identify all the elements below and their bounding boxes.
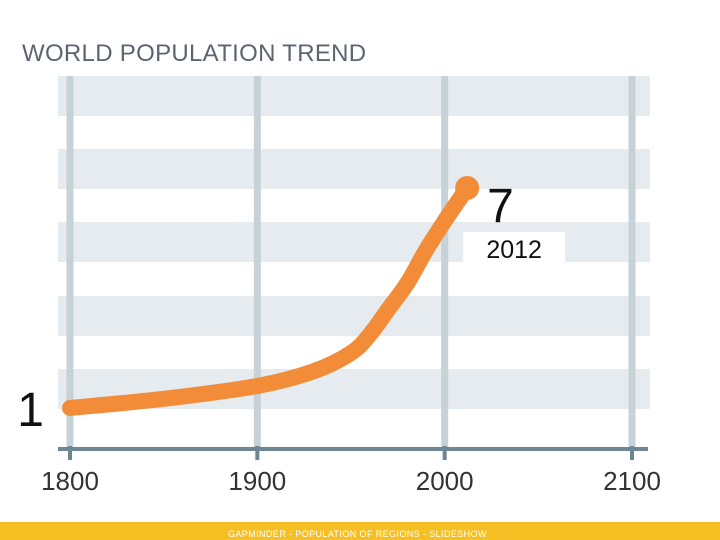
background-bands — [58, 76, 650, 409]
x-tick-label-2100: 2100 — [603, 466, 661, 496]
end-year-box — [463, 232, 566, 266]
annotation-layer: 1 7 2012 — [17, 180, 566, 437]
start-value-label: 1 — [17, 384, 44, 437]
chart-title: WORLD POPULATION TREND — [22, 40, 367, 67]
x-tick-labels: 1800 1900 2000 2100 — [41, 466, 661, 496]
x-tick-label-1900: 1900 — [228, 466, 286, 496]
footer-text: GAPMINDER - POPULATION OF REGIONS - SLID… — [228, 529, 487, 539]
band-3 — [58, 296, 650, 336]
series-line-0 — [62, 180, 476, 416]
end-value-label: 7 — [487, 180, 514, 233]
band-1 — [58, 149, 650, 189]
end-marker — [455, 176, 480, 200]
footer-bar — [0, 522, 720, 540]
band-0 — [58, 76, 650, 116]
x-tick-label-2000: 2000 — [416, 466, 474, 496]
x-tick-label-1800: 1800 — [41, 466, 99, 496]
end-year-label: 2012 — [486, 236, 542, 264]
series-layer — [62, 176, 480, 416]
